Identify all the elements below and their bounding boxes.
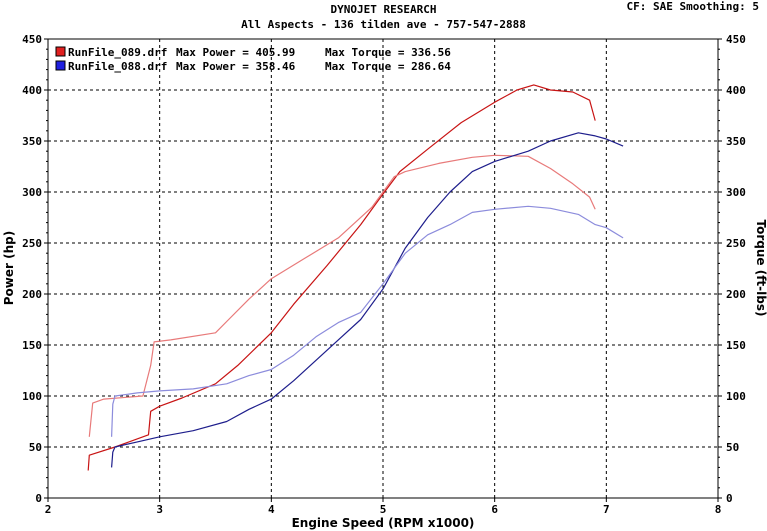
x-axis-label: Engine Speed (RPM x1000) bbox=[292, 516, 475, 530]
y-tick-label: 100 bbox=[22, 390, 42, 403]
y2-tick-label: 50 bbox=[726, 441, 739, 454]
chart-subtitle: All Aspects - 136 tilden ave - 757-547-2… bbox=[241, 18, 526, 31]
y-tick-label: 150 bbox=[22, 339, 42, 352]
y2-tick-label: 250 bbox=[726, 237, 746, 250]
legend-max-power: Max Power = 405.99 bbox=[176, 46, 295, 59]
y-tick-label: 200 bbox=[22, 288, 42, 301]
legend: RunFile_089.drf Max Power = 405.99 Max Tor… bbox=[55, 46, 451, 73]
y2-tick-label: 300 bbox=[726, 186, 746, 199]
x-tick-label: 8 bbox=[715, 503, 722, 516]
legend-max-torque: Max Torque = 286.64 bbox=[325, 60, 451, 73]
series-line-power-2 bbox=[111, 132, 624, 468]
series-group bbox=[87, 84, 624, 471]
y-tick-label: 50 bbox=[29, 441, 42, 454]
y-tick-label: 400 bbox=[22, 84, 42, 97]
y2-axis-ticks: 0 50 100 150 200 250 300 350 400 450 bbox=[718, 33, 746, 505]
y2-tick-label: 200 bbox=[726, 288, 746, 301]
y-tick-label: 350 bbox=[22, 135, 42, 148]
y2-axis-label: Torque (ft-lbs) bbox=[754, 220, 767, 317]
chart-title: DYNOJET RESEARCH bbox=[330, 3, 437, 16]
x-axis-ticks: 2 3 4 5 6 7 8 bbox=[45, 498, 722, 516]
legend-max-power: Max Power = 358.46 bbox=[176, 60, 296, 73]
x-tick-label: 2 bbox=[45, 503, 52, 516]
series-line-torque-1 bbox=[88, 154, 596, 437]
y-axis-label: Power (hp) bbox=[2, 231, 16, 305]
series-line-torque-3 bbox=[111, 205, 624, 437]
y2-tick-label: 400 bbox=[726, 84, 746, 97]
legend-swatch bbox=[55, 46, 66, 57]
y2-tick-label: 100 bbox=[726, 390, 746, 403]
x-tick-label: 3 bbox=[156, 503, 163, 516]
y-tick-label: 0 bbox=[35, 492, 42, 505]
y2-tick-label: 0 bbox=[726, 492, 733, 505]
y-tick-label: 300 bbox=[22, 186, 42, 199]
y2-tick-label: 350 bbox=[726, 135, 746, 148]
series-line-power-0 bbox=[87, 84, 596, 471]
correction-factor-info: CF: SAE Smoothing: 5 bbox=[626, 0, 759, 13]
y-tick-label: 250 bbox=[22, 237, 42, 250]
y2-tick-label: 150 bbox=[726, 339, 746, 352]
x-tick-label: 5 bbox=[380, 503, 387, 516]
legend-file: RunFile_089.drf bbox=[68, 46, 167, 59]
x-tick-label: 7 bbox=[603, 503, 610, 516]
x-tick-label: 4 bbox=[268, 503, 275, 516]
legend-max-torque: Max Torque = 336.56 bbox=[325, 46, 451, 59]
legend-swatch bbox=[55, 60, 66, 71]
x-tick-label: 6 bbox=[491, 503, 498, 516]
y-axis-ticks: 0 50 100 150 200 250 300 350 400 450 bbox=[22, 33, 48, 505]
grid-lines bbox=[48, 39, 718, 498]
y-tick-label: 450 bbox=[22, 33, 42, 46]
legend-file: RunFile_088.drf bbox=[68, 60, 167, 73]
y2-tick-label: 450 bbox=[726, 33, 746, 46]
